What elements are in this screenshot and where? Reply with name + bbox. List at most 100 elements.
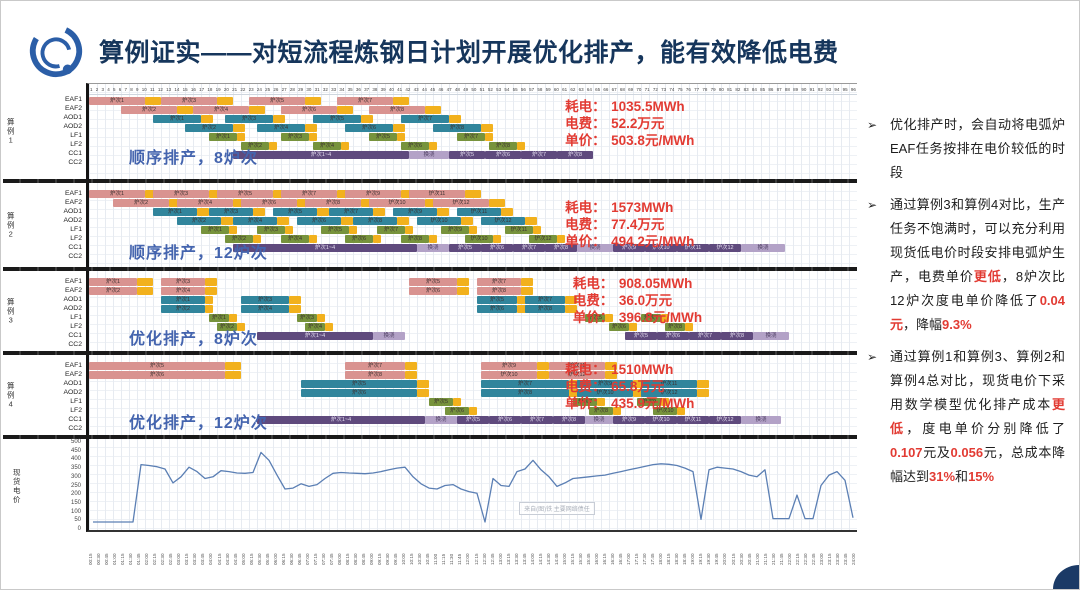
gantt-setup-bar [481,123,493,132]
price-xtick: 16:45 [618,553,624,566]
price-xtick: 16:00 [594,553,599,566]
gantt-bar: 炉次8 [401,234,429,243]
stats-label: 耗电： [565,99,606,114]
price-xtick: 22:30 [802,553,808,566]
gantt-bar: 炉次7 [521,415,553,424]
gantt-setup-bar [373,207,385,216]
gantt-bar: 炉次6 [445,406,469,415]
price-xtick: 23:30 [834,553,840,566]
row-label-lf1: LF1 [70,398,82,405]
gantt-setup-bar [405,225,413,234]
corner-decoration [1053,565,1079,589]
price-xtick: 14:00 [529,553,535,566]
price-xtick: 09:15 [377,553,383,566]
axis-tick: 36 [355,87,361,92]
gantt-bar: 炉次12 [709,243,741,252]
gantt-setup-bar [277,216,289,225]
price-xtick: 09:00 [369,553,375,566]
price-xtick: 15:45 [585,553,591,566]
axis-tick: 92 [817,87,823,92]
gantt-bar: 炉次8 [589,406,613,415]
stats-row: 电费： 52.2万元 [565,115,694,132]
axis-tick: 10 [141,87,147,92]
gantt-setup-bar [337,105,353,114]
panel-caption: 优化排产，8炉次 [129,331,258,348]
stats-label: 电费： [565,116,606,131]
gantt-bar: 炉次2 [241,141,269,150]
gantt-bar: 炉次4 [233,216,277,225]
gantt-bar: 炉次11 [457,207,501,216]
gantt-bar: 炉次6 [345,234,373,243]
gantt-setup-bar [697,379,709,388]
price-xtick: 20:30 [738,553,744,566]
axis-tick: 63 [578,87,584,92]
gantt-bar: 炉次3 [225,114,273,123]
bullet-highlight: 31% [929,469,956,484]
gantt-bar: 炉次5 [89,361,225,370]
gantt-bar: 炉次5 [249,96,305,105]
gantt-bar: 炉次8 [665,322,685,331]
gantt-bar: 炉次7 [401,114,449,123]
stats-row: 耗电： 908.05MWh [573,275,702,292]
axis-tick: 20 [223,87,229,92]
gantt-bar: 炉次7 [457,132,485,141]
axis-tick: 79 [710,87,716,92]
gantt-bar: 炉次6 [297,216,341,225]
axis-tick: 61 [562,87,568,92]
row-label-aod2: AOD2 [63,217,82,224]
gantt-setup-bar [273,114,285,123]
row-label-lf1: LF1 [70,226,82,233]
gantt-setup-bar [685,322,693,331]
row-label-aod1: AOD1 [63,114,82,121]
gantt-setup-bar [489,198,505,207]
price-xtick: 04:30 [224,553,230,566]
gantt-setup-bar [449,114,461,123]
bullet-text: 和 [955,469,969,484]
bullet-item: ➢ 优化排产时，会自动将电弧炉EAF任务按排在电价较低的时段 [867,113,1065,185]
gantt-setup-bar [417,379,429,388]
gantt-bar: 炉次1 [161,295,205,304]
gantt-bar: 炉次4 [161,286,205,295]
axis-tick: 48 [454,87,460,92]
price-xtick: 15:00 [561,553,567,566]
gantt-setup-bar [137,286,153,295]
gantt-setup-bar [425,105,441,114]
case-label-char: 算 [7,211,15,221]
gantt-bar: 炉次9 [577,379,633,388]
gantt-bar: 炉次9 [345,189,401,198]
gantt-setup-bar [249,105,265,114]
gantt-setup-bar [237,132,245,141]
case-label-char: 例 [7,126,15,136]
gantt-setup-bar [397,216,409,225]
gantt-plot: 炉次1 炉次3 炉次5 炉次7 炉次9 炉次11 炉次2 炉次4 炉次6 炉次8 炉次10 炉次12 炉… [86,183,857,267]
gantt-bar: 炉次5 [429,397,453,406]
row-label-cc1: CC1 [68,332,82,339]
price-xtick: 08:30 [353,553,359,566]
axis-tick: 57 [529,87,535,92]
gantt-setup-bar [633,379,645,388]
gantt-bar: 炉次6 [485,150,521,159]
gantt-setup-bar [461,216,473,225]
axis-tick: 59 [545,87,551,92]
row-label-aod2: AOD2 [63,123,82,130]
case-label-char: 例 [7,220,15,230]
gantt-bar: 炉次3 [161,96,217,105]
row-label-cc1: CC1 [68,244,82,251]
gantt-bar: 炉次8 [553,415,585,424]
price-xtick: 20:15 [730,553,736,566]
gantt-bar: 炉次3 [297,313,317,322]
gantt-bar: 炉次4 [313,141,341,150]
price-ytick: 150 [70,499,81,506]
gantt-bar: 炉次4 [177,198,233,207]
gantt-bar: 炉次5 [369,132,397,141]
price-xtick: 07:30 [320,553,326,566]
price-xtick: 09:30 [385,553,391,566]
gantt-setup-bar [221,216,233,225]
page-title: 算例证实——对短流程炼钢日计划开展优化排产，能有效降低电费 [99,39,839,67]
price-xtick: 15:15 [569,553,575,566]
gantt-bar: 炉次11 [677,243,709,252]
price-xtick: 04:00 [208,553,214,566]
axis-tick: 76 [685,87,691,92]
